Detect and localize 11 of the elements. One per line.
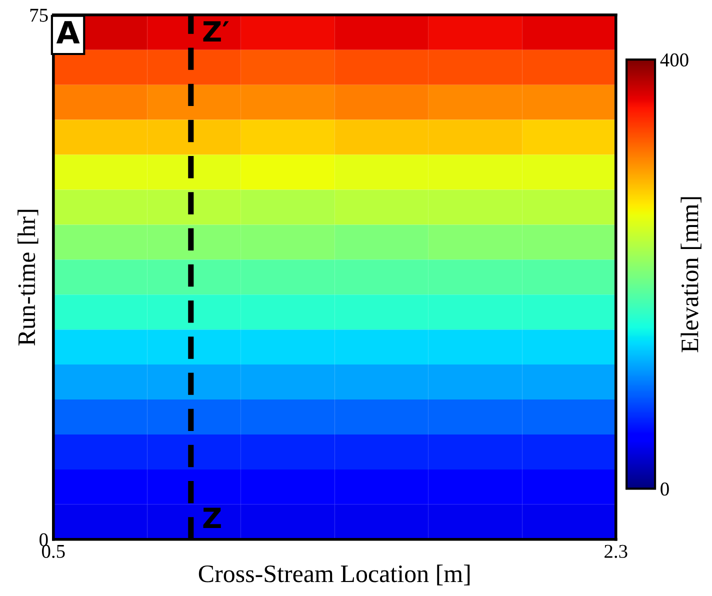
annotation: Z xyxy=(203,508,221,528)
x-axis-title: Cross-Stream Location [m] xyxy=(198,564,470,586)
color-bar-label: 0 xyxy=(660,482,669,496)
x-tick-label: 0.5 xyxy=(42,544,65,558)
color-bar-title: Elevation [mm] xyxy=(680,197,702,352)
annotation: A xyxy=(56,21,80,44)
annotation: Z′ xyxy=(203,21,229,42)
color-bar-label: 400 xyxy=(660,53,688,67)
y-tick-label: 75 xyxy=(30,8,48,22)
y-axis-title: Run-time [hr] xyxy=(18,210,38,346)
x-tick-label: 2.3 xyxy=(604,544,628,558)
